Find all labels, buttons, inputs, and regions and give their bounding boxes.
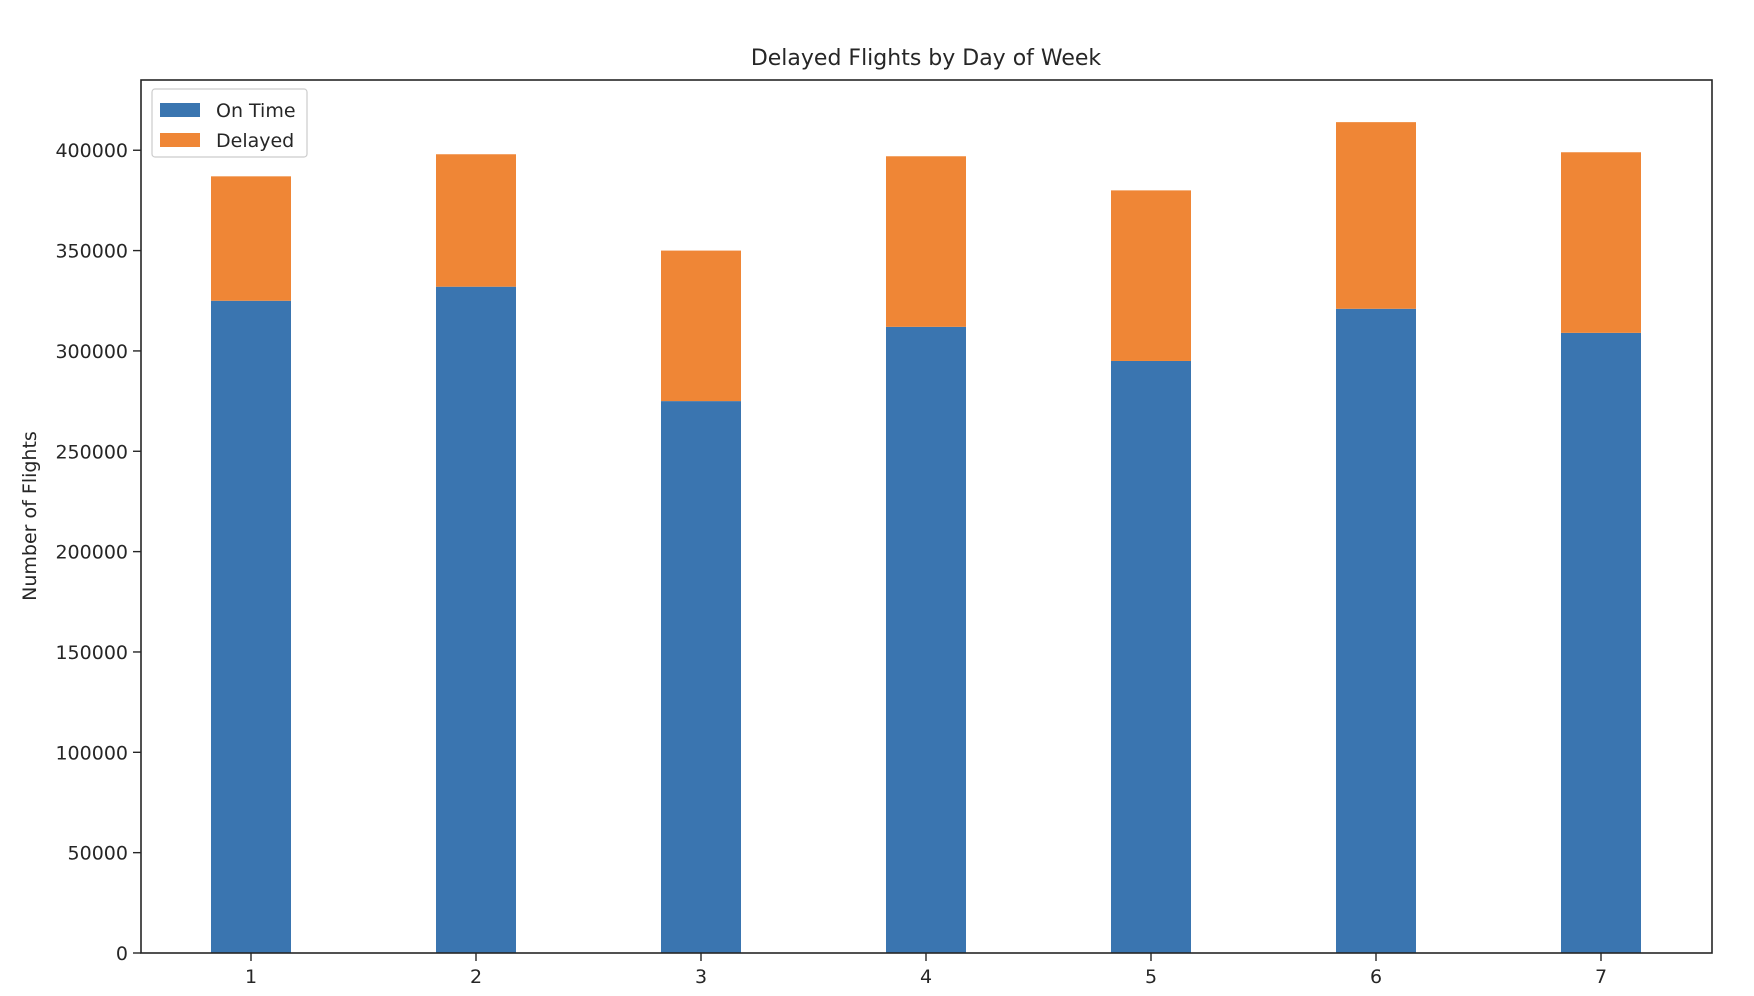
x-tick-label: 4: [920, 966, 932, 988]
y-tick-label: 400000: [55, 140, 128, 162]
bar-delayed-4: [886, 156, 966, 327]
legend-label-on-time: On Time: [216, 100, 296, 122]
y-axis-ticks: 0 50000 100000 150000 200000 250000 300000 3500…: [55, 140, 141, 965]
y-tick-label: 350000: [55, 241, 128, 263]
bar-on-time-4: [886, 326, 966, 953]
bar-on-time-7: [1561, 332, 1641, 953]
chart-title: Delayed Flights by Day of Week: [751, 46, 1102, 71]
bar-on-time-6: [1336, 308, 1416, 953]
y-tick-label: 150000: [55, 642, 128, 664]
x-tick-label: 7: [1595, 966, 1607, 988]
y-tick-label: 300000: [55, 341, 128, 363]
bar-delayed-3: [661, 250, 741, 402]
x-tick-label: 2: [470, 966, 482, 988]
legend-label-delayed: Delayed: [216, 130, 294, 152]
bar-delayed-7: [1561, 152, 1641, 333]
y-tick-label: 100000: [55, 742, 128, 764]
legend-swatch-on-time: [160, 103, 200, 117]
bar-delayed-1: [211, 176, 291, 301]
bar-delayed-6: [1336, 122, 1416, 309]
x-tick-label: 1: [245, 966, 257, 988]
x-tick-label: 5: [1145, 966, 1157, 988]
y-tick-label: 50000: [68, 843, 128, 865]
x-tick-label: 3: [695, 966, 707, 988]
bar-on-time-5: [1111, 360, 1191, 953]
y-tick-label: 0: [116, 943, 128, 965]
bars-layer: [211, 122, 1641, 954]
x-tick-label: 6: [1370, 966, 1382, 988]
y-axis-label: Number of Flights: [19, 431, 41, 601]
y-tick-label: 250000: [55, 441, 128, 463]
legend-swatch-delayed: [160, 133, 200, 147]
legend: On Time Delayed: [151, 88, 308, 158]
bar-on-time-3: [661, 401, 741, 953]
bar-on-time-2: [436, 286, 516, 954]
bar-delayed-5: [1111, 190, 1191, 361]
plot-frame: [140, 79, 1713, 954]
bar-delayed-2: [436, 154, 516, 287]
x-axis-ticks: 1 2 3 4 5 6 7: [245, 953, 1607, 988]
bar-on-time-1: [211, 300, 291, 953]
y-tick-label: 200000: [55, 542, 128, 564]
